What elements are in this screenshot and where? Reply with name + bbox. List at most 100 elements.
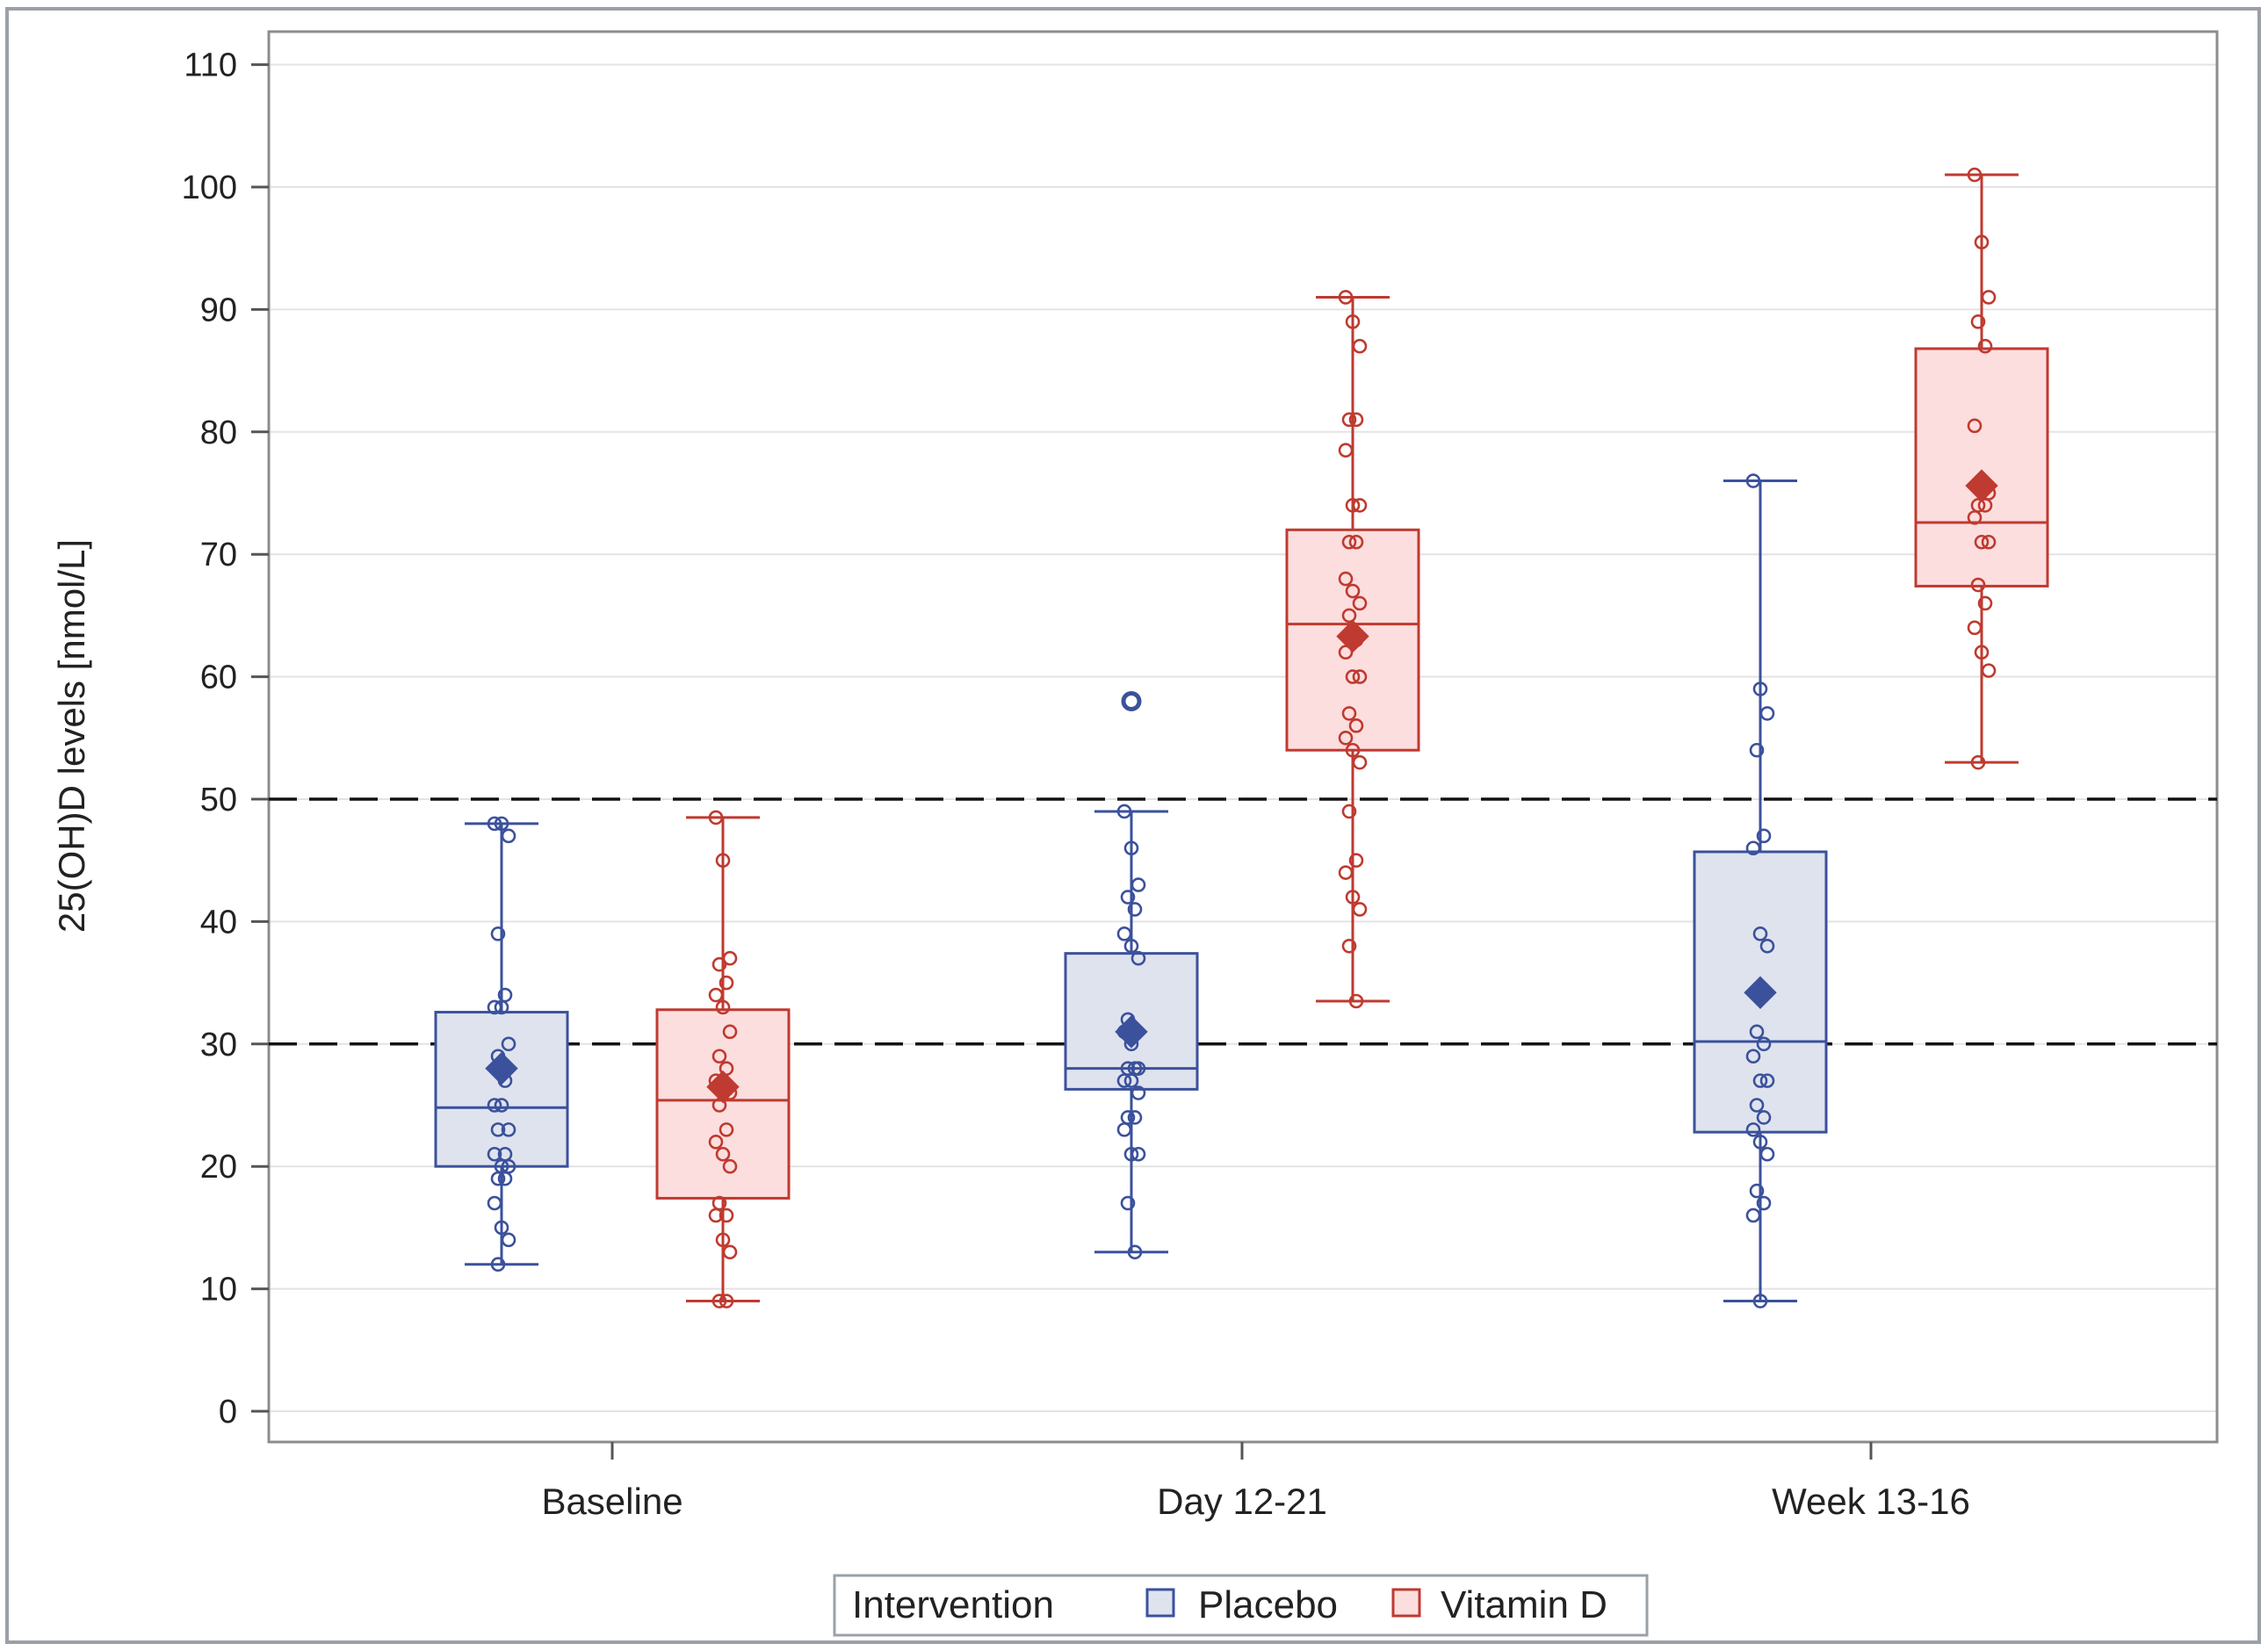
legend: Intervention Placebo Vitamin D [833,1574,1649,1637]
data-point [1749,742,1765,758]
data-point [1752,1135,1768,1150]
data-point [1352,902,1368,917]
data-point [722,1244,738,1260]
data-point [487,1098,502,1113]
data-point [708,987,724,1003]
legend-title: Intervention [852,1583,1054,1626]
series-vitamin-d [655,167,2049,1309]
data-point [711,1294,727,1309]
data-point [1116,926,1132,941]
y-tick-label-90: 90 [200,292,237,328]
data-point [1341,412,1357,428]
x-axis: Baseline Day 12-21 Week 13-16 [541,1442,1970,1522]
data-point [708,1208,724,1223]
data-point [1759,938,1775,954]
data-point [1338,645,1354,660]
data-point [1123,1073,1139,1088]
data-point [1123,840,1139,856]
data-point [1116,804,1132,819]
data-point [1341,804,1357,819]
data-point [501,1122,516,1137]
box-placebo-week-13-16 [1693,473,1828,1309]
data-point [1981,534,1997,550]
data-point [1752,926,1768,941]
mean-marker [1744,976,1777,1009]
data-point [494,1098,509,1113]
data-point [1338,571,1354,587]
y-tick-label-70: 70 [200,537,237,573]
data-point [1974,234,1990,250]
data-point [1967,167,1983,183]
data-point [1338,290,1354,305]
data-point [487,1146,502,1162]
data-point [1967,418,1983,434]
data-point [1970,754,1986,770]
box-iqr [655,1008,791,1200]
data-point [708,1135,724,1150]
data-point [490,926,506,941]
data-point [1967,620,1983,636]
outlier-point [1121,690,1142,711]
data-point [1970,577,1986,593]
y-tick-label-30: 30 [200,1027,237,1063]
data-point [1759,1073,1775,1088]
mean-marker [485,1051,518,1085]
box-vitamin-d-day-12-21 [1285,290,1420,1009]
data-point [1120,1195,1136,1211]
data-point [1752,681,1768,696]
outer-frame [5,7,2261,1644]
data-point [722,1158,738,1174]
data-point [715,1232,731,1248]
data-point [1759,706,1775,721]
legend-swatch-placebo [1145,1588,1175,1618]
data-point [1752,1294,1768,1309]
data-point [1348,853,1364,869]
data-point [1130,877,1146,892]
data-point [1974,534,1990,550]
data-point [1745,473,1761,488]
data-point [711,956,727,972]
data-point [1977,595,1993,611]
data-point [1348,534,1364,550]
y-tick-label-110: 110 [184,47,237,84]
y-tick-label-50: 50 [200,782,237,818]
mean-marker [1115,1015,1148,1049]
series-placebo [434,473,1828,1309]
data-point [722,1024,738,1040]
data-point [1352,595,1368,611]
data-point [1970,314,1986,329]
data-point [1120,890,1136,905]
y-axis-title: 25(OH)D levels [nmol/L] [51,539,92,933]
data-point [1756,1036,1772,1052]
y-tick-label-100: 100 [182,169,237,206]
data-point [715,999,731,1015]
y-tick-label-20: 20 [200,1149,237,1186]
data-point [719,975,734,991]
data-point [1338,730,1354,746]
data-point [487,999,502,1015]
legend-frame [833,1574,1649,1637]
data-point [487,816,502,832]
data-point [719,1122,734,1137]
data-point [715,853,731,869]
y-tick-label-60: 60 [200,660,237,696]
data-point [1759,1146,1775,1162]
data-point [490,1257,506,1272]
data-point [1756,828,1772,844]
data-point [719,1208,734,1223]
data-point [501,1232,516,1248]
data-point [1341,608,1357,624]
data-point [1352,498,1368,513]
data-point [1352,754,1368,770]
mean-marker [1965,469,1998,502]
data-point [1974,645,1990,660]
data-point [1130,1085,1146,1100]
x-tick-label-baseline: Baseline [541,1481,683,1522]
data-point [1977,498,1993,513]
data-point [719,1294,734,1309]
data-point [1749,1098,1765,1113]
data-point [1338,865,1354,880]
box-placebo-day-12-21 [1064,690,1199,1260]
mean-marker [706,1070,740,1104]
